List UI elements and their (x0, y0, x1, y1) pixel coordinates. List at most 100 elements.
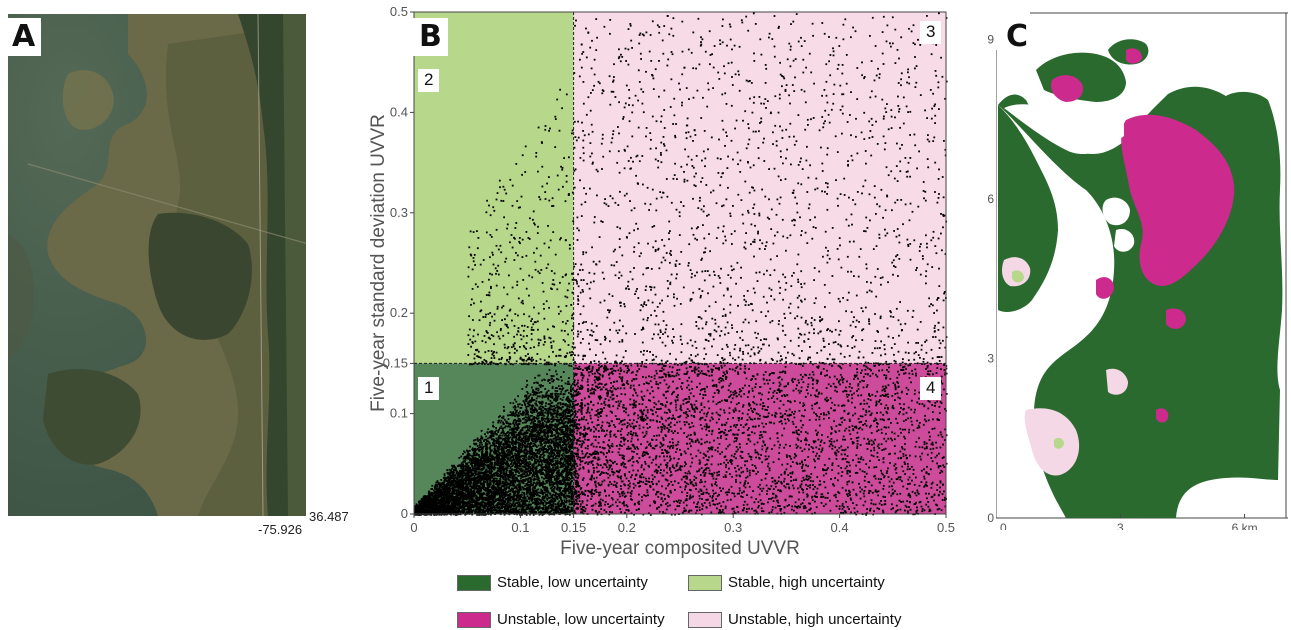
scatter-point (541, 401, 544, 404)
scatter-point (525, 440, 528, 443)
scatter-point (531, 458, 533, 461)
scatter-point (556, 424, 558, 426)
scatter-point (467, 512, 469, 515)
scatter-point (486, 443, 489, 446)
scatter-point (442, 494, 445, 497)
scatter-point (569, 403, 571, 406)
scatter-point (515, 419, 518, 422)
scatter-point (487, 428, 490, 431)
scatter-point (508, 490, 510, 492)
scatter-point (537, 507, 540, 510)
scatter-point (556, 485, 559, 487)
scatter-point (537, 509, 539, 511)
scatter-point (481, 496, 484, 499)
scatter-point (509, 505, 511, 507)
scatter-point (468, 491, 471, 493)
scatter-point (569, 464, 572, 467)
scatter-point (525, 475, 527, 477)
scatter-point (481, 499, 484, 501)
scatter-point (432, 495, 434, 497)
scatter-point (468, 469, 470, 471)
scatter-point (554, 425, 556, 428)
scatter-point (538, 391, 541, 394)
scatter-point (553, 449, 555, 451)
scatter-point (484, 499, 487, 502)
scatter-point (521, 476, 524, 478)
scatter-point (561, 471, 564, 474)
scatter-point (450, 513, 452, 516)
scatter-point (552, 442, 555, 444)
scatter-point (510, 462, 513, 464)
scatter-point (569, 448, 571, 451)
scatter-point (494, 462, 497, 465)
scatter-point (544, 465, 547, 468)
scatter-point (550, 452, 553, 454)
scatter-point (549, 459, 551, 461)
scatter-point (469, 485, 472, 487)
scatter-point (499, 472, 502, 475)
scatter-point (507, 500, 510, 503)
scatter-point (532, 486, 535, 489)
scatter-point (561, 415, 564, 418)
scatter-point (488, 436, 491, 439)
scatter-point (479, 459, 482, 461)
scatter-point (480, 461, 483, 464)
scatter-point (545, 448, 547, 450)
scatter-point (445, 488, 447, 490)
scatter-point (558, 413, 561, 415)
scatter-point (493, 475, 496, 477)
scatter-point (457, 488, 460, 490)
scatter-point (473, 475, 476, 477)
scatter-point (569, 404, 572, 407)
scatter-point (528, 500, 531, 503)
scatter-point (490, 466, 493, 469)
scatter-point (554, 392, 557, 395)
scatter-point (516, 470, 519, 472)
scatter-point (527, 504, 530, 507)
scatter-point (558, 496, 561, 499)
scatter-point (561, 454, 563, 457)
scatter-point (550, 394, 552, 396)
scatter-point (573, 404, 576, 407)
scatter-point (558, 441, 561, 443)
scatter-point (567, 479, 569, 481)
scatter-point (458, 502, 461, 504)
scatter-point (548, 382, 551, 384)
scatter-point (566, 409, 569, 412)
scatter-point (572, 402, 574, 405)
scatter-point (535, 456, 538, 459)
scatter-point (430, 511, 432, 514)
scatter-point (526, 505, 529, 508)
scatter-point (498, 468, 501, 470)
scatter-point (543, 437, 546, 440)
scatter-point (441, 501, 444, 503)
scatter-point (533, 425, 536, 428)
scatter-point (545, 475, 548, 478)
scatter-point (492, 473, 495, 476)
scatter-point (440, 483, 443, 486)
scatter-point (568, 429, 571, 432)
scatter-point (468, 457, 471, 459)
scatter-point (553, 488, 555, 490)
scatter-point (558, 453, 561, 456)
scatter-point (513, 419, 515, 422)
scatter-point (506, 440, 508, 442)
scatter-point (571, 394, 574, 397)
scatter-point (519, 503, 521, 506)
scatter-point (500, 476, 502, 478)
scatter-point (529, 462, 532, 465)
scatter-point (490, 486, 493, 489)
scatter-point (559, 487, 562, 489)
scatter-point (489, 444, 492, 447)
scatter-point (524, 404, 527, 406)
scatter-point (528, 416, 531, 419)
scatter-point (493, 505, 496, 508)
scatter-point (552, 438, 555, 440)
scatter-point (542, 493, 544, 496)
scatter-point (486, 452, 489, 455)
scatter-point (479, 472, 481, 475)
scatter-point (475, 473, 477, 476)
scatter-point (563, 446, 566, 449)
scatter-point (434, 511, 437, 513)
scatter-point (524, 399, 527, 401)
